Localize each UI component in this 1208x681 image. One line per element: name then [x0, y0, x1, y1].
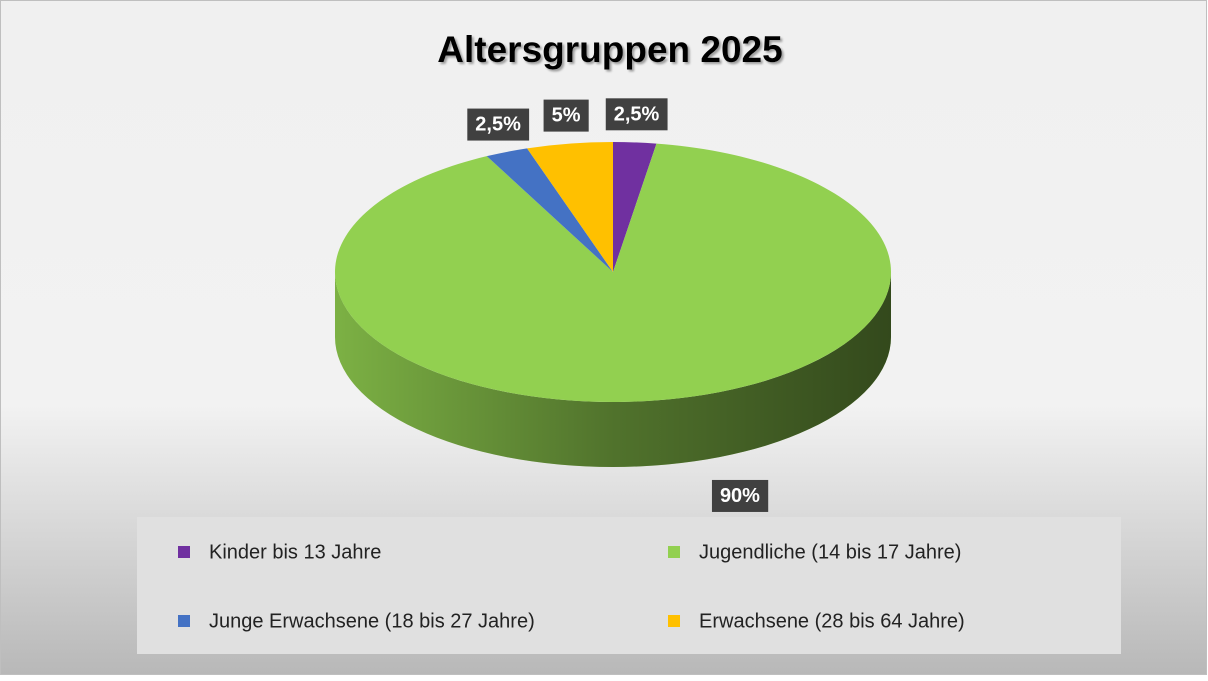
chart-title: Altersgruppen 2025 — [437, 29, 782, 70]
legend-marker — [178, 546, 190, 558]
legend-label: Erwachsene (28 bis 64 Jahre) — [699, 610, 965, 632]
pie-slice — [527, 142, 613, 272]
legend-marker — [668, 546, 680, 558]
data-label: 2,5% — [475, 114, 521, 136]
pie-slice — [335, 143, 892, 402]
legend-label: Jugendliche (14 bis 17 Jahre) — [699, 541, 961, 563]
data-label: 90% — [720, 485, 760, 507]
data-label-box — [605, 98, 668, 131]
data-label: 2,5% — [614, 103, 660, 125]
data-label-box — [543, 99, 589, 132]
side-shade — [335, 272, 891, 467]
pie-slice — [486, 148, 613, 272]
data-label: 5% — [552, 105, 581, 127]
legend-marker — [178, 615, 190, 627]
legend-label: Junge Erwachsene (18 bis 27 Jahre) — [209, 610, 535, 632]
legend-label: Kinder bis 13 Jahre — [209, 541, 381, 563]
legend-marker — [668, 615, 680, 627]
data-label-box — [467, 108, 530, 141]
legend-box — [137, 517, 1121, 654]
data-label-box — [711, 479, 769, 512]
pie-slice — [613, 142, 657, 272]
